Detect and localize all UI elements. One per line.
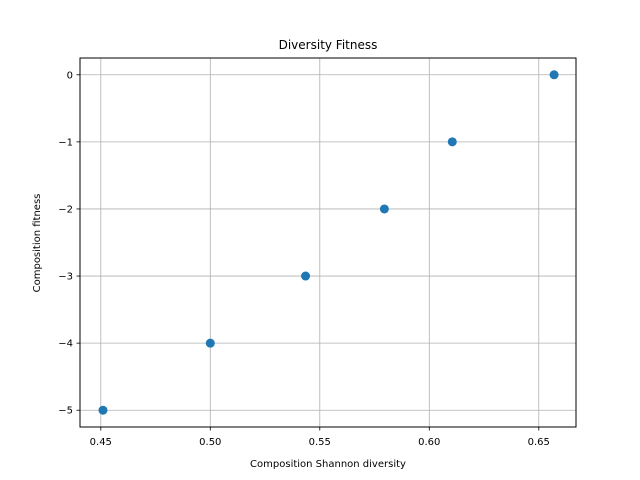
x-tick-label: 0.55 xyxy=(309,437,331,448)
axis-ticks: 0.45 0.50 0.55 0.60 0.65 0 −1 −2 −3 −4 −5 xyxy=(58,70,550,448)
x-tick-label: 0.60 xyxy=(418,437,440,448)
scatter-point xyxy=(301,271,311,281)
chart-title: Diversity Fitness xyxy=(279,38,378,52)
scatter-point xyxy=(98,405,108,415)
plot-frame xyxy=(79,57,577,428)
y-axis-label: Composition fitness xyxy=(32,194,43,293)
data-points xyxy=(98,70,559,415)
scatter-point xyxy=(549,70,559,80)
scatter-point xyxy=(447,137,457,147)
y-tick-label: −2 xyxy=(58,204,73,215)
scatter-point xyxy=(205,338,215,348)
y-tick-label: −3 xyxy=(58,272,73,283)
x-axis-label: Composition Shannon diversity xyxy=(250,459,406,470)
x-tick-label: 0.50 xyxy=(199,437,221,448)
y-tick-label: −1 xyxy=(58,137,73,148)
scatter-point xyxy=(379,204,389,214)
y-tick-label: 0 xyxy=(67,70,73,81)
y-tick-label: −5 xyxy=(58,406,73,417)
grid xyxy=(80,58,576,427)
x-tick-label: 0.45 xyxy=(90,437,112,448)
y-tick-label: −4 xyxy=(58,339,73,350)
x-tick-label: 0.65 xyxy=(528,437,550,448)
